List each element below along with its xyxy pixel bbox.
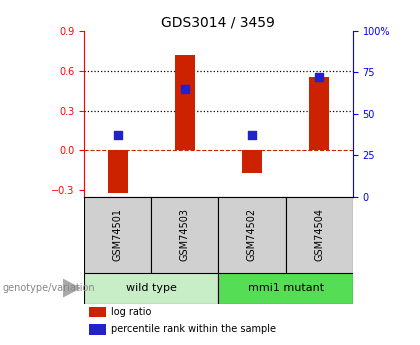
Bar [89, 307, 105, 317]
Polygon shape [63, 279, 80, 297]
Point [181, 86, 188, 92]
Bar [108, 150, 128, 193]
Text: GSM74501: GSM74501 [113, 208, 123, 261]
Bar [309, 77, 329, 150]
Text: GSM74504: GSM74504 [314, 208, 324, 261]
Bar [151, 197, 218, 273]
Bar [218, 273, 353, 304]
Bar [286, 197, 353, 273]
Bar [84, 197, 151, 273]
Bar [84, 273, 218, 304]
Text: GSM74503: GSM74503 [180, 208, 190, 261]
Text: mmi1 mutant: mmi1 mutant [247, 283, 324, 293]
Point [249, 132, 255, 138]
Text: percentile rank within the sample: percentile rank within the sample [111, 325, 276, 334]
Text: GSM74502: GSM74502 [247, 208, 257, 261]
Text: genotype/variation: genotype/variation [2, 283, 95, 293]
Point [114, 132, 121, 138]
Bar [242, 150, 262, 173]
Bar [218, 197, 286, 273]
Point [316, 75, 323, 80]
Text: wild type: wild type [126, 283, 177, 293]
Title: GDS3014 / 3459: GDS3014 / 3459 [161, 16, 276, 30]
Bar [175, 55, 195, 150]
Text: log ratio: log ratio [111, 307, 151, 317]
Bar [89, 324, 105, 335]
